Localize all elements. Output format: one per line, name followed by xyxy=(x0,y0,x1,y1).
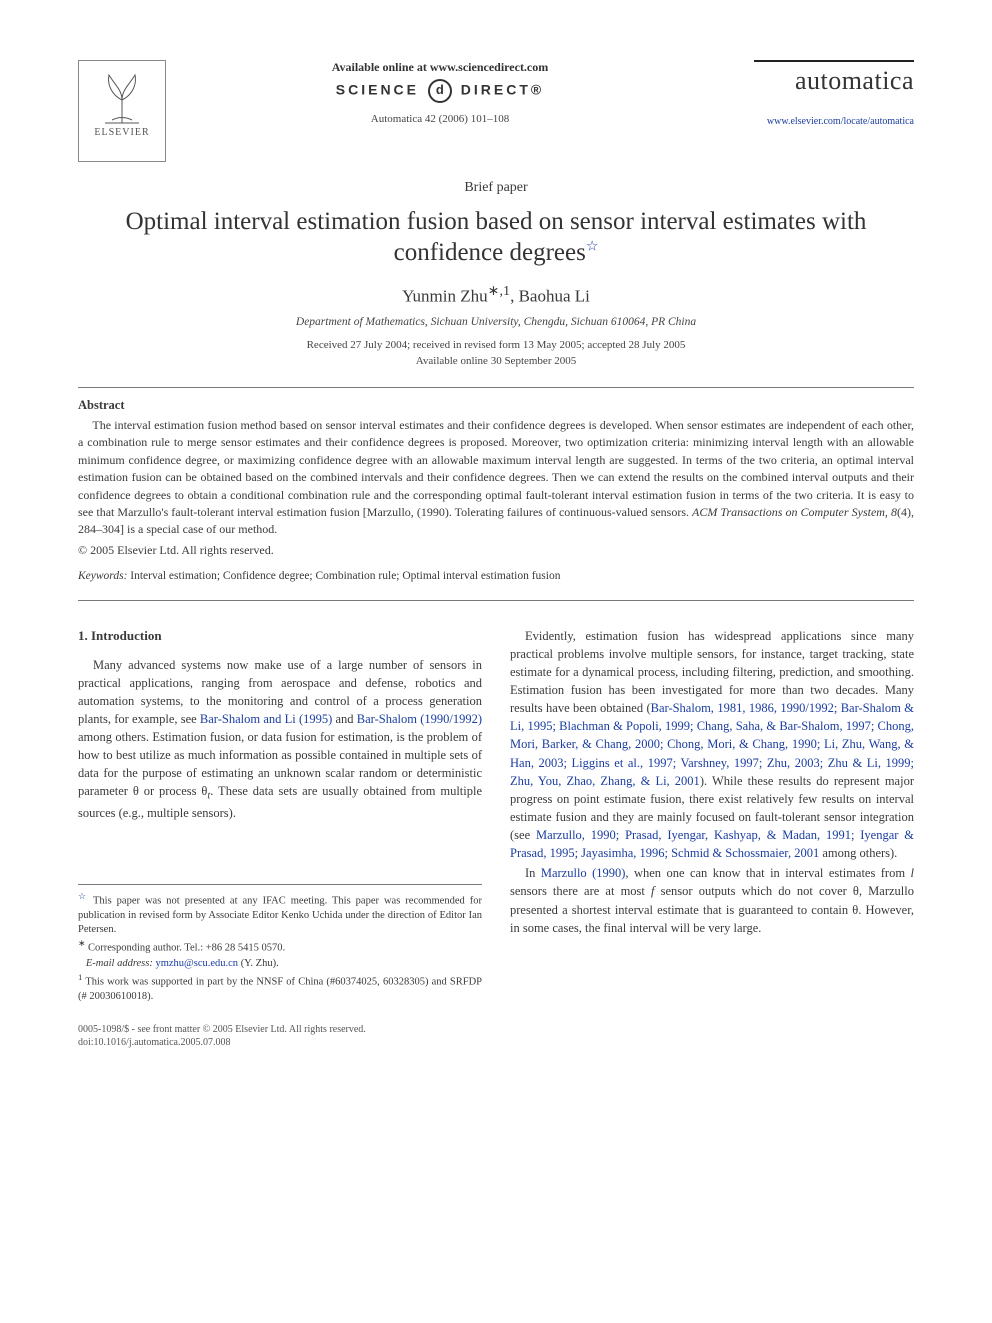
keywords: Keywords: Interval estimation; Confidenc… xyxy=(78,570,914,582)
footer-line1: 0005-1098/$ - see front matter © 2005 El… xyxy=(78,1024,366,1035)
var-l: l xyxy=(911,866,914,880)
paper-title: Optimal interval estimation fusion based… xyxy=(92,206,900,269)
rule-top xyxy=(78,387,914,388)
citation-line: Automatica 42 (2006) 101–108 xyxy=(166,113,714,125)
abstract-text: The interval estimation fusion method ba… xyxy=(78,418,914,519)
fn-star-text: This paper was not presented at any IFAC… xyxy=(78,896,482,935)
sd-right: DIRECT® xyxy=(461,82,544,98)
journal-rule xyxy=(754,60,914,62)
c2p2b: , when one can know that in interval est… xyxy=(625,866,910,880)
c2p2a: In xyxy=(525,866,541,880)
dates-line1: Received 27 July 2004; received in revis… xyxy=(307,339,686,351)
publisher-name: ELSEVIER xyxy=(94,127,149,138)
fn-1: 1 This work was supported in part by the… xyxy=(78,972,482,1004)
journal-title: automatica xyxy=(714,66,914,96)
title-line2: confidence degrees xyxy=(394,239,586,266)
body-columns: 1. Introduction Many advanced systems no… xyxy=(78,627,914,1005)
c2p2c: sensors there are at most xyxy=(510,884,651,898)
available-online: Available online at www.sciencedirect.co… xyxy=(166,60,714,75)
fn-star-mark: ☆ xyxy=(78,891,88,901)
footnotes: ☆ This paper was not presented at any IF… xyxy=(78,884,482,1004)
abstract-body: The interval estimation fusion method ba… xyxy=(78,417,914,539)
authors: Yunmin Zhu∗,1, Baohua Li xyxy=(78,283,914,307)
c2-ref3[interactable]: Marzullo (1990) xyxy=(541,866,626,880)
c1-ref2[interactable]: Bar-Shalom (1990/1992) xyxy=(357,712,482,726)
author2: , Baohua Li xyxy=(510,286,590,305)
col2-para2: In Marzullo (1990), when one can know th… xyxy=(510,864,914,937)
rule-bottom xyxy=(78,600,914,601)
title-note-mark: ☆ xyxy=(586,240,599,255)
fn-mail-tail: (Y. Zhu). xyxy=(238,958,279,969)
fn-star: ☆ This paper was not presented at any IF… xyxy=(78,891,482,937)
column-right: Evidently, estimation fusion has widespr… xyxy=(510,627,914,1005)
abstract-heading: Abstract xyxy=(78,398,914,413)
col2-para1: Evidently, estimation fusion has widespr… xyxy=(510,627,914,863)
footer: 0005-1098/$ - see front matter © 2005 El… xyxy=(78,1023,914,1049)
c2p1c: among others). xyxy=(819,846,897,860)
sd-left: SCIENCE xyxy=(336,82,419,98)
fn-corr: ∗ Corresponding author. Tel.: +86 28 541… xyxy=(78,938,482,956)
dates-line2: Available online 30 September 2005 xyxy=(416,355,576,367)
col1-para1: Many advanced systems now make use of a … xyxy=(78,656,482,823)
affiliation: Department of Mathematics, Sichuan Unive… xyxy=(78,316,914,328)
fn-mail-addr[interactable]: ymzhu@scu.edu.cn xyxy=(153,958,238,969)
abstract-cite: ACM Transactions on Computer System, 8 xyxy=(692,505,897,519)
journal-block: automatica www.elsevier.com/locate/autom… xyxy=(714,60,914,127)
paper-type: Brief paper xyxy=(78,180,914,196)
fn-mail-label: E-mail address: xyxy=(86,958,153,969)
footer-line2: doi:10.1016/j.automatica.2005.07.008 xyxy=(78,1037,230,1048)
journal-link[interactable]: www.elsevier.com/locate/automatica xyxy=(714,116,914,127)
copyright: © 2005 Elsevier Ltd. All rights reserved… xyxy=(78,543,914,558)
column-left: 1. Introduction Many advanced systems no… xyxy=(78,627,482,1005)
author1-marks: ∗,1 xyxy=(488,283,510,299)
elsevier-tree-icon xyxy=(97,65,147,125)
c1-ref1[interactable]: Bar-Shalom and Li (1995) xyxy=(200,712,332,726)
sd-d-icon: d xyxy=(428,79,452,103)
c1p1b: and xyxy=(332,712,357,726)
publisher-logo: ELSEVIER xyxy=(78,60,166,162)
header-row: ELSEVIER Available online at www.science… xyxy=(78,60,914,162)
section-1-head: 1. Introduction xyxy=(78,627,482,646)
science-direct-logo: SCIENCE d DIRECT® xyxy=(166,79,714,103)
fn-corr-text: Corresponding author. Tel.: +86 28 5415 … xyxy=(85,943,285,954)
keywords-text: Interval estimation; Confidence degree; … xyxy=(127,570,560,582)
author1: Yunmin Zhu xyxy=(402,286,487,305)
page-root: ELSEVIER Available online at www.science… xyxy=(0,0,992,1089)
title-line1: Optimal interval estimation fusion based… xyxy=(126,208,867,235)
fn-1-text: This work was supported in part by the N… xyxy=(78,976,482,1001)
fn-mail: E-mail address: ymzhu@scu.edu.cn (Y. Zhu… xyxy=(78,957,482,971)
dates: Received 27 July 2004; received in revis… xyxy=(78,338,914,369)
center-header: Available online at www.sciencedirect.co… xyxy=(166,60,714,125)
keywords-label: Keywords: xyxy=(78,570,127,582)
